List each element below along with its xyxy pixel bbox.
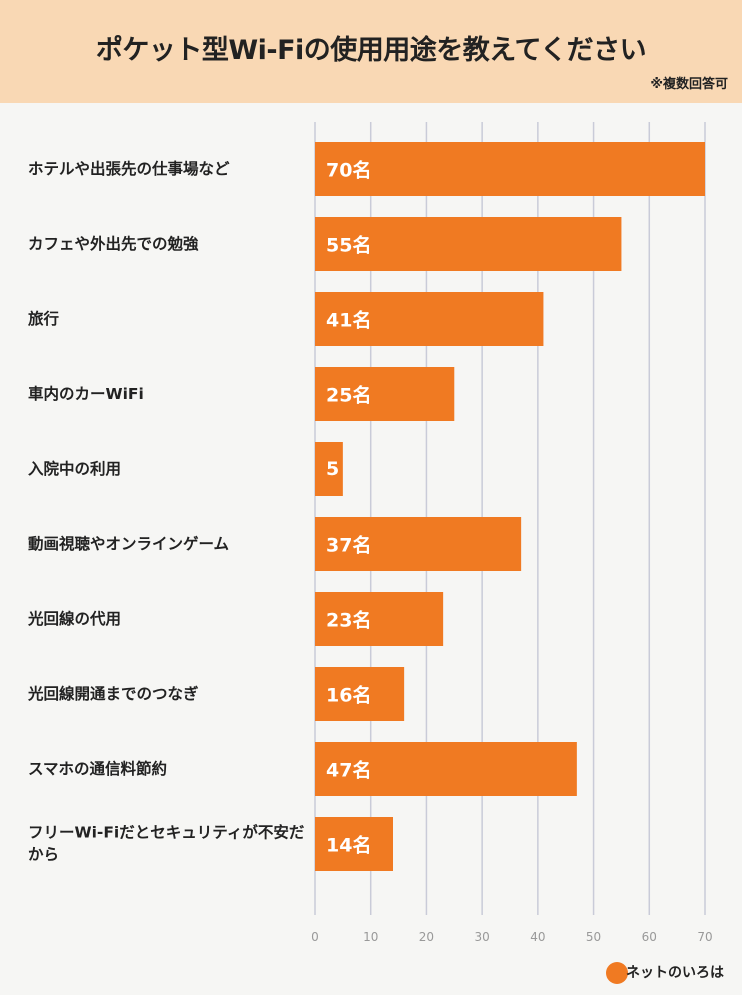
- chart-title: ポケット型Wi-Fiの使用用途を教えてください: [95, 35, 647, 66]
- bar: [315, 367, 455, 421]
- data-label: 23名: [326, 609, 372, 632]
- y-tick-label: 入院中の利用: [28, 459, 122, 478]
- bar: [315, 217, 622, 271]
- data-label: 14名: [326, 834, 372, 857]
- x-tick-label: 20: [418, 930, 435, 944]
- logo-icon: [606, 962, 628, 984]
- bar: [315, 667, 405, 721]
- bar: [315, 742, 577, 796]
- x-tick-label: 0: [311, 930, 319, 944]
- bar: [315, 592, 444, 646]
- data-label: 55名: [326, 234, 372, 257]
- bar: [315, 517, 522, 571]
- data-label: 41名: [326, 309, 372, 332]
- data-label: 25名: [326, 384, 372, 407]
- y-tick-label: 旅行: [28, 309, 60, 328]
- x-tick-label: 40: [530, 930, 546, 944]
- y-tick-label: 光回線開通までのつなぎ: [28, 684, 199, 703]
- data-label: 16名: [326, 684, 372, 707]
- bar: [315, 142, 705, 196]
- bar: [315, 442, 343, 496]
- chart-note: ※複数回答可: [650, 77, 728, 92]
- header: [0, 0, 742, 103]
- y-tick-label: 車内のカーWiFi: [28, 384, 144, 403]
- y-tick-label: ホテルや出張先の仕事場など: [28, 159, 230, 178]
- y-tick-label: 動画視聴やオンラインゲーム: [28, 534, 230, 553]
- x-tick-label: 10: [363, 930, 379, 944]
- data-label: 70名: [326, 159, 372, 182]
- y-tick-label: フリーWi-Fiだとセキュリティが不安だから: [28, 823, 305, 864]
- bar: [315, 292, 544, 346]
- data-label: 5: [326, 458, 340, 480]
- y-tick-label: スマホの通信料節約: [28, 759, 168, 778]
- x-tick-label: 60: [641, 930, 657, 944]
- logo: ネットのいろは: [626, 965, 724, 981]
- bar: [315, 817, 393, 871]
- x-tick-label: 50: [585, 930, 602, 944]
- y-tick-label: 光回線の代用: [28, 609, 122, 628]
- x-tick-label: 70: [697, 930, 713, 944]
- x-tick-label: 30: [474, 930, 490, 944]
- data-label: 37名: [326, 534, 372, 557]
- y-tick-label: カフェや外出先での勉強: [28, 234, 199, 253]
- data-label: 47名: [326, 759, 372, 782]
